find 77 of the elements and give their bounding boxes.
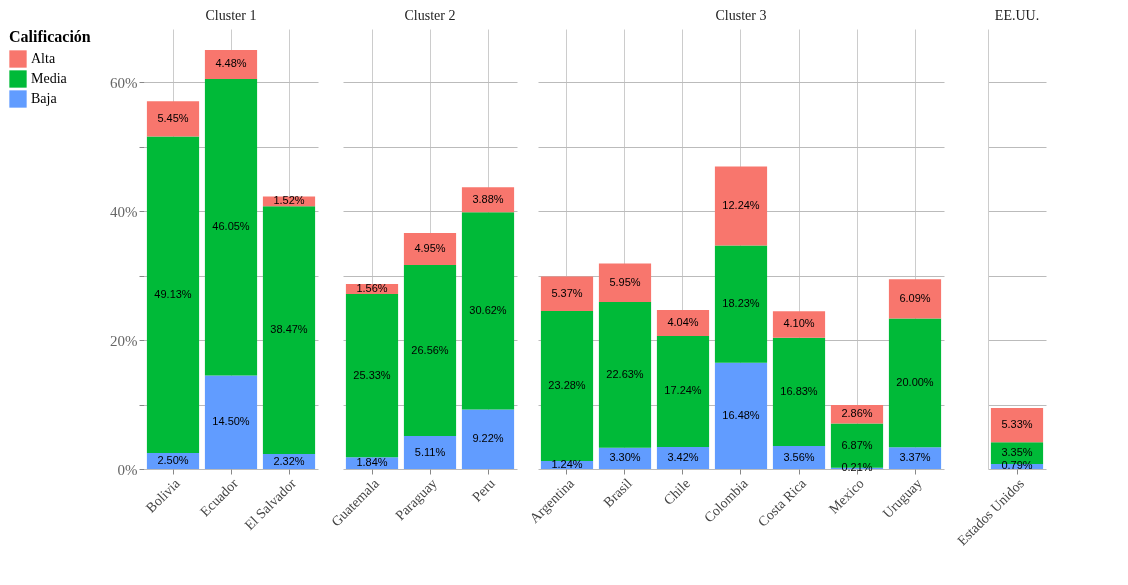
y-tick-label: 60% [110,74,138,91]
bar [598,263,652,302]
y-tick-label: 40% [110,203,138,220]
data-label: 14.50% [212,415,250,428]
data-label: 4.95% [414,242,446,255]
data-label: 23.28% [548,379,586,392]
data-label: 46.05% [212,220,250,233]
bar [345,293,399,458]
data-label: 3.42% [667,450,699,463]
data-label: 3.88% [472,192,504,205]
data-label: 3.35% [1001,446,1033,459]
bar [540,276,594,312]
data-label: 5.37% [551,286,583,299]
bar [714,362,768,469]
data-label: 26.56% [411,343,449,356]
bar [204,375,258,469]
data-label: 3.37% [899,451,931,464]
bar [772,337,826,447]
data-label: 18.23% [722,297,760,310]
data-label: 30.62% [469,303,507,316]
data-label: 5.95% [609,275,641,288]
bar [403,233,457,265]
data-label: 20.00% [896,375,934,388]
data-label: 2.86% [841,407,873,420]
data-label: 16.83% [780,384,818,397]
data-label: 38.47% [270,323,308,336]
bar [540,311,594,462]
data-label: 25.33% [353,368,391,381]
bar [262,206,316,455]
data-label: 4.10% [783,317,815,330]
data-label: 4.48% [215,57,247,70]
bar [403,264,457,437]
y-tick-label: 20% [110,332,138,349]
data-label: 49.13% [154,287,192,300]
data-label: 16.48% [722,408,760,421]
data-label: 4.04% [667,315,699,328]
data-label: 5.11% [414,445,446,458]
data-label: 6.09% [899,291,931,304]
bar [714,245,768,363]
chart-title: Cluster 2 [404,8,456,23]
bar [204,78,258,376]
bar [888,318,942,448]
data-label: 2.32% [273,454,305,467]
data-label: 1.84% [356,456,388,469]
data-label: 17.24% [664,384,702,397]
x-tick-label: Chile [660,475,693,508]
bar [461,409,515,469]
data-label: 22.63% [606,367,644,380]
bar [403,436,457,469]
bar [772,311,826,338]
data-label: 5.45% [157,111,189,124]
data-label: 1.52% [273,194,305,207]
legend-label: Baja [31,91,58,106]
legend-label: Media [31,71,68,86]
y-tick-label: 0% [117,461,138,478]
data-label: 9.22% [472,432,504,445]
legend-label: Alta [31,51,56,66]
data-label: 12.24% [722,198,760,211]
chart-title: Cluster 1 [205,8,257,23]
bar [598,301,652,448]
bar [656,335,710,447]
bar [714,166,768,246]
data-label: 1.56% [356,281,388,294]
data-label: 1.24% [551,458,583,471]
chart-title: EE.UU. [994,8,1040,23]
data-label: 6.87% [841,438,873,451]
data-label: 5.33% [1001,418,1033,431]
data-label: 2.50% [157,453,189,466]
bar [888,279,942,319]
bar [461,212,515,410]
chart-title: Cluster 3 [715,8,767,23]
data-label: 3.30% [609,451,641,464]
bar [146,136,200,453]
bar [146,101,200,137]
legend-title: Calificación [9,28,91,45]
x-tick-label: Peru [469,475,498,505]
data-label: 3.56% [783,450,815,463]
